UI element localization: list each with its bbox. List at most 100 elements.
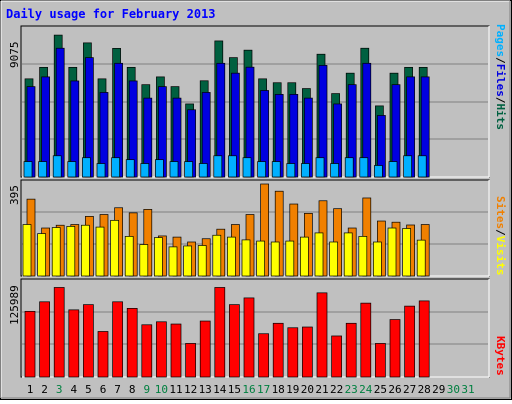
pages-bar bbox=[359, 157, 369, 178]
x-tick-label: 24 bbox=[359, 383, 373, 396]
kbytes-bar bbox=[404, 305, 415, 378]
kbytes-bar bbox=[170, 323, 182, 378]
sites-bar bbox=[183, 245, 192, 277]
pages-bar bbox=[23, 161, 33, 178]
sites-bar bbox=[124, 236, 134, 277]
pages-bar bbox=[257, 161, 266, 178]
x-tick-label: 6 bbox=[100, 383, 107, 396]
pages-bar bbox=[169, 161, 179, 178]
x-tick-label: 18 bbox=[272, 383, 285, 396]
kbytes-bar bbox=[345, 322, 357, 378]
sites-bar bbox=[358, 236, 368, 277]
x-tick-label: 7 bbox=[114, 383, 121, 396]
kbytes-bar bbox=[126, 308, 138, 378]
x-tick-label: 27 bbox=[403, 383, 416, 396]
x-tick-label: 31 bbox=[461, 383, 474, 396]
sites-bar bbox=[314, 232, 324, 277]
x-tick-label: 30 bbox=[447, 383, 460, 396]
pages-bar bbox=[52, 155, 62, 178]
pages-bar bbox=[96, 163, 106, 178]
legend-visits: Visits bbox=[494, 235, 507, 276]
kbytes-bar bbox=[418, 300, 430, 378]
pages-bar bbox=[242, 157, 252, 178]
x-tick-label: 26 bbox=[388, 383, 401, 396]
legend-sites: Sites bbox=[494, 196, 507, 230]
x-tick-label: 1 bbox=[27, 383, 34, 396]
kbytes-bar bbox=[24, 310, 36, 378]
kbytes-bar bbox=[258, 333, 269, 378]
sites-bar bbox=[95, 226, 105, 277]
kbytes-bar bbox=[243, 297, 255, 378]
pages-bar bbox=[417, 155, 427, 178]
x-tick-label: 4 bbox=[70, 383, 77, 396]
kbytes-bar bbox=[360, 302, 372, 378]
sites-bar bbox=[402, 228, 411, 277]
sites-bar bbox=[139, 244, 149, 277]
pages-bar bbox=[198, 163, 208, 178]
kbytes-bar bbox=[68, 309, 80, 378]
x-tick-label: 25 bbox=[374, 383, 387, 396]
bottom-panel-max-label: 125989 bbox=[8, 285, 21, 325]
sites-bar bbox=[51, 227, 61, 277]
sites-bar bbox=[300, 236, 309, 277]
x-tick-label: 19 bbox=[286, 383, 299, 396]
x-tick-label: 14 bbox=[213, 383, 227, 396]
sites-bar bbox=[343, 232, 353, 277]
x-tick-label: 11 bbox=[169, 383, 182, 396]
top-panel-max-label: 9075 bbox=[8, 41, 21, 69]
kbytes-bar bbox=[316, 292, 328, 378]
x-tick-label: 22 bbox=[330, 383, 343, 396]
x-tick-label: 2 bbox=[41, 383, 48, 396]
kbytes-bar bbox=[156, 321, 167, 378]
sites-bar bbox=[227, 236, 236, 277]
pages-bar bbox=[388, 161, 398, 178]
kbytes-bar bbox=[112, 301, 123, 378]
sites-bar bbox=[110, 219, 119, 277]
pages-bar bbox=[155, 159, 164, 178]
x-tick-label: 17 bbox=[257, 383, 270, 396]
pages-bar bbox=[140, 163, 150, 178]
pages-bar bbox=[38, 161, 47, 178]
x-tick-label: 21 bbox=[315, 383, 328, 396]
x-tick-label: 23 bbox=[345, 383, 358, 396]
pages-bar bbox=[67, 161, 77, 178]
legend-pages: Pages bbox=[494, 24, 507, 58]
pages-bar bbox=[374, 165, 383, 178]
pages-bar bbox=[315, 157, 325, 178]
sites-bar bbox=[387, 227, 397, 277]
kbytes-bar bbox=[272, 322, 284, 378]
kbytes-bar bbox=[389, 319, 401, 378]
pages-bar bbox=[403, 155, 412, 178]
kbytes-bar bbox=[229, 304, 240, 378]
legend-files: Files bbox=[494, 63, 507, 97]
x-tick-label: 16 bbox=[242, 383, 255, 396]
pages-bar bbox=[344, 157, 354, 178]
sites-bar bbox=[241, 239, 251, 277]
middle-panel-legend: Sites/Visits bbox=[494, 196, 507, 276]
middle-panel-max-label: 395 bbox=[8, 185, 21, 205]
kbytes-bar bbox=[39, 301, 50, 378]
pages-bar bbox=[271, 161, 281, 178]
x-tick-label: 3 bbox=[56, 383, 63, 396]
pages-bar bbox=[286, 163, 296, 178]
sites-bar bbox=[373, 241, 382, 277]
kbytes-bar bbox=[83, 304, 94, 378]
legend-sep-3: / bbox=[494, 229, 507, 236]
sites-bar bbox=[168, 246, 178, 277]
kbytes-bar bbox=[331, 335, 342, 378]
sites-bar bbox=[270, 241, 280, 277]
x-tick-label: 28 bbox=[418, 383, 431, 396]
sites-bar bbox=[22, 224, 32, 277]
pages-bar bbox=[330, 163, 339, 178]
legend-kbytes: KBytes bbox=[494, 336, 507, 376]
sites-bar bbox=[416, 239, 426, 277]
sites-bar bbox=[37, 233, 46, 277]
pages-bar bbox=[301, 163, 310, 178]
pages-bar bbox=[228, 155, 237, 178]
x-tick-label: 5 bbox=[85, 383, 92, 396]
pages-bar bbox=[213, 155, 223, 178]
legend-hits: Hits bbox=[494, 103, 507, 131]
chart-title: Daily usage for February 2013 bbox=[6, 7, 216, 21]
